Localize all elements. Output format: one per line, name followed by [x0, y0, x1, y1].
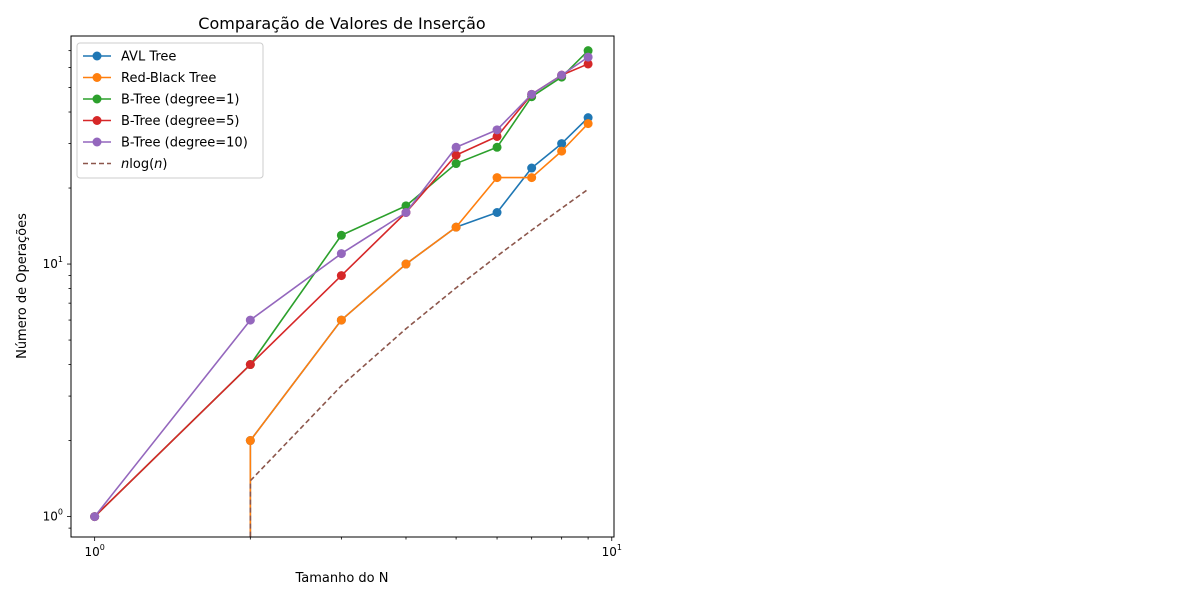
legend-label-avl-tree: AVL Tree	[121, 50, 176, 65]
data-point-b-tree-degree-5-1	[245, 360, 255, 370]
legend-label-b-tree-degree-10: B-Tree (degree=10)	[121, 136, 248, 151]
data-point-red-black-tree-5	[492, 173, 502, 183]
x-tick-label: 101	[602, 543, 622, 559]
legend-label-n-log-n: nlog(n)	[121, 157, 167, 172]
series-layer	[90, 46, 593, 537]
legend-marker-red-black-tree	[92, 73, 102, 82]
data-point-b-tree-degree-1-2	[336, 230, 346, 240]
legend-label-red-black-tree: Red-Black Tree	[121, 71, 216, 86]
y-tick-label: 100	[43, 508, 63, 524]
data-point-b-tree-degree-1-4	[451, 159, 461, 169]
data-point-b-tree-degree-10-2	[336, 249, 346, 259]
data-point-red-black-tree-4	[451, 222, 461, 232]
data-point-avl-tree-7	[557, 139, 567, 149]
data-point-b-tree-degree-5-4	[451, 150, 461, 160]
data-point-b-tree-degree-5-5	[492, 131, 502, 141]
data-point-b-tree-degree-10-5	[492, 125, 502, 135]
data-point-red-black-tree-8	[583, 119, 593, 129]
data-point-b-tree-degree-1-3	[401, 201, 411, 211]
data-point-red-black-tree-1	[245, 436, 255, 446]
data-point-red-black-tree-6	[527, 173, 537, 183]
series-line-n-log-n	[249, 188, 589, 537]
data-point-b-tree-degree-10-4	[451, 142, 461, 152]
data-point-avl-tree-6	[527, 163, 537, 173]
data-point-b-tree-degree-1-5	[492, 142, 502, 152]
chart-title: Comparação de Valores de Inserção	[198, 14, 485, 33]
data-point-b-tree-degree-10-0	[90, 512, 100, 522]
legend-marker-b-tree-degree-10	[92, 137, 102, 147]
data-point-b-tree-degree-10-8	[583, 52, 593, 62]
data-point-red-black-tree-7	[557, 146, 567, 156]
legend-marker-b-tree-degree-1	[92, 94, 102, 104]
x-axis: 100 101	[84, 537, 622, 559]
legend-label-b-tree-degree-5: B-Tree (degree=5)	[121, 114, 240, 129]
x-axis-label: Tamanho do N	[294, 571, 388, 586]
y-axis: 100 101	[43, 50, 71, 529]
legend-frame	[76, 42, 264, 179]
data-point-red-black-tree-3	[401, 259, 411, 269]
data-point-b-tree-degree-10-3	[401, 208, 411, 217]
legend: AVL Tree Red-Black Tree B-Tree (degree=1) B…	[76, 42, 264, 179]
data-point-b-tree-degree-5-8	[583, 59, 593, 69]
data-point-b-tree-degree-10-1	[245, 315, 255, 325]
data-point-b-tree-degree-10-6	[527, 89, 537, 99]
plot-area-frame	[70, 35, 615, 538]
data-point-b-tree-degree-10-7	[557, 70, 567, 80]
x-tick-label: 100	[84, 543, 104, 559]
legend-marker-avl-tree	[92, 51, 102, 61]
data-point-red-black-tree-2	[336, 315, 346, 325]
y-tick-label: 101	[43, 255, 63, 271]
y-axis-label: Número de Operações	[15, 213, 30, 359]
data-point-b-tree-degree-5-2	[336, 271, 346, 281]
data-point-avl-tree-5	[492, 208, 502, 217]
legend-marker-b-tree-degree-5	[92, 116, 102, 125]
series-line-avl-tree	[249, 117, 589, 537]
legend-label-b-tree-degree-1: B-Tree (degree=1)	[121, 93, 240, 108]
data-point-b-tree-degree-1-8	[583, 46, 593, 56]
